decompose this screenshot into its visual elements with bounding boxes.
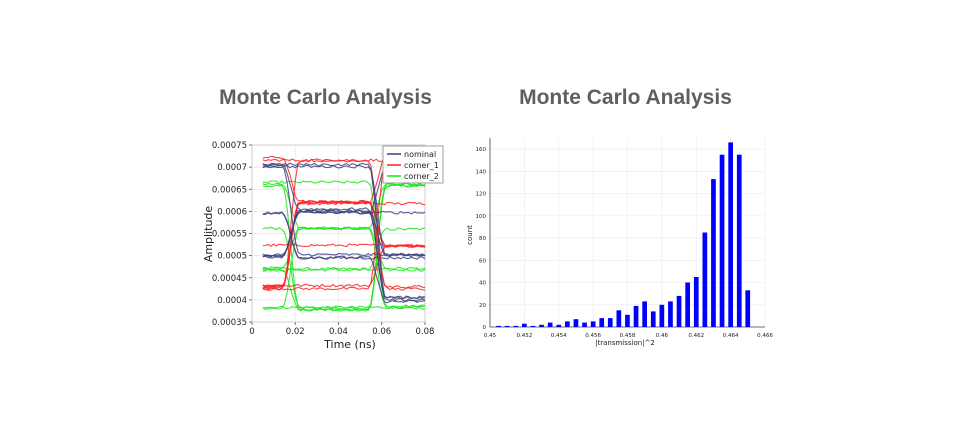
eye-trace-nominal	[262, 162, 426, 300]
hist-y-tick-label: 80	[479, 236, 486, 242]
hist-bar	[590, 321, 596, 327]
eye-trace-corner_1	[262, 155, 426, 248]
eye-trace-corner_2	[262, 226, 426, 310]
hist-bar	[547, 322, 553, 327]
hist-x-ticks: 0.45 0.452 0.454 0.456 0.458 0.46 0.462 0.464 0.…	[484, 333, 773, 339]
hist-bar	[659, 304, 665, 327]
eye-trace-corner_1	[262, 201, 426, 290]
hist-x-axis-label: |transmission|^2	[595, 339, 655, 347]
hist-bar	[522, 323, 527, 327]
hist-bars	[496, 142, 751, 327]
hist-bar	[668, 301, 673, 327]
hist-bar	[496, 325, 501, 327]
eye-y-tick-label: 0.0004	[217, 296, 247, 306]
eye-y-tick-label: 0.00055	[212, 230, 247, 240]
eye-trace-nominal	[262, 164, 426, 257]
hist-bar	[582, 322, 587, 327]
hist-bar	[642, 301, 647, 327]
hist-bar	[599, 318, 605, 327]
hist-x-tick-label: 0.454	[551, 333, 567, 339]
hist-y-tick-label: 120	[476, 192, 487, 198]
hist-x-tick-label: 0.456	[585, 333, 601, 339]
hist-bar	[736, 154, 742, 327]
hist-y-tick-label: 160	[476, 147, 487, 153]
right-chart-title: Monte Carlo Analysis	[519, 86, 732, 109]
hist-y-tick-label: 0	[483, 325, 487, 331]
hist-x-tick-label: 0.464	[723, 333, 739, 339]
hist-x-tick-label: 0.466	[757, 333, 773, 339]
eye-x-tick-label: 0.04	[329, 327, 348, 337]
hist-bar	[625, 314, 630, 327]
hist-x-tick-label: 0.46	[656, 333, 669, 339]
eye-legend: nominal corner_1 corner_2	[382, 145, 444, 184]
hist-bar	[702, 232, 708, 327]
eye-trace-nominal	[262, 211, 426, 304]
eye-y-tick-label: 0.0006	[217, 207, 247, 217]
hist-bar	[633, 305, 639, 327]
legend-label-corner_1: corner_1	[404, 161, 439, 170]
eye-y-axis-label: Amplitude	[202, 206, 215, 263]
eye-y-tick-label: 0.00035	[212, 318, 247, 328]
eye-y-tick-label: 0.00075	[212, 141, 247, 151]
hist-y-tick-label: 40	[479, 281, 486, 287]
hist-x-tick-label: 0.452	[517, 333, 533, 339]
hist-bar	[719, 154, 725, 327]
eye-x-tick-label: 0	[249, 327, 254, 337]
legend-label-nominal: nominal	[404, 150, 436, 159]
eye-x-ticks: 0 0.02 0.04 0.06 0.08	[249, 322, 434, 337]
eye-y-ticks: 0.00035 0.0004 0.00045 0.0005 0.00055 0.0006 0…	[212, 141, 252, 328]
hist-bar	[504, 325, 510, 327]
eye-x-tick-label: 0.02	[286, 327, 305, 337]
eye-traces	[262, 155, 426, 312]
legend-label-corner_2: corner_2	[404, 172, 439, 181]
hist-y-tick-label: 100	[476, 214, 487, 220]
hist-bar	[573, 319, 579, 327]
hist-y-axis-label: count	[466, 225, 474, 245]
eye-y-tick-label: 0.0007	[217, 163, 247, 173]
hist-x-tick-label: 0.462	[688, 333, 704, 339]
eye-trace-nominal	[262, 209, 426, 302]
eye-trace-corner_2	[262, 305, 426, 310]
left-chart-title: Monte Carlo Analysis	[219, 86, 432, 109]
eye-y-tick-label: 0.00045	[212, 274, 247, 284]
hist-bar	[556, 324, 562, 327]
eye-y-tick-label: 0.0005	[217, 252, 247, 262]
hist-bar	[565, 321, 570, 327]
hist-bar	[513, 325, 519, 327]
hist-y-ticks: 0 20 40 60 80 100 120 140 160	[476, 147, 487, 331]
hist-bar	[676, 295, 682, 327]
hist-x-tick-label: 0.45	[484, 333, 497, 339]
hist-x-tick-label: 0.458	[620, 333, 636, 339]
eye-trace-corner_1	[262, 244, 426, 288]
hist-bar	[711, 179, 716, 327]
hist-y-tick-label: 140	[476, 169, 487, 175]
hist-y-tick-label: 20	[479, 303, 486, 309]
hist-bar	[650, 311, 656, 327]
eye-y-tick-label: 0.00065	[212, 185, 247, 195]
hist-bar	[530, 325, 536, 327]
hist-bar	[539, 324, 544, 327]
hist-y-tick-label: 60	[479, 258, 486, 264]
eye-trace-corner_2	[262, 268, 426, 272]
hist-bar	[616, 310, 622, 327]
eye-x-axis-label: Time (ns)	[323, 338, 376, 351]
hist-bar	[685, 282, 690, 327]
hist-bar	[745, 290, 751, 327]
eye-trace-nominal	[262, 164, 426, 257]
eye-x-tick-label: 0.06	[372, 327, 391, 337]
hist-bar	[607, 318, 613, 327]
hist-bar	[728, 142, 733, 327]
eye-x-tick-label: 0.08	[416, 327, 435, 337]
eye-diagram-chart: 0.00035 0.0004 0.00045 0.0005 0.00055 0.0006 0…	[202, 141, 444, 351]
hist-bar	[693, 277, 699, 327]
